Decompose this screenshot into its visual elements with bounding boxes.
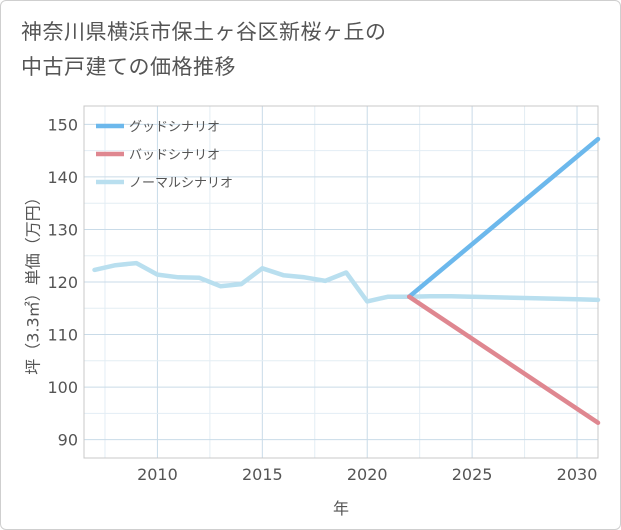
legend-label: バッドシナリオ xyxy=(129,148,220,163)
x-tick-label: 2020 xyxy=(347,465,388,484)
y-tick-label: 100 xyxy=(47,378,78,397)
bad-scenario-line xyxy=(406,294,601,426)
grid xyxy=(84,106,598,458)
x-axis-title: 年 xyxy=(333,499,349,518)
y-tick-label: 120 xyxy=(47,273,78,292)
x-tick-label: 2015 xyxy=(242,465,283,484)
y-axis-ticks: 90 100 110 120 130 140 150 xyxy=(47,115,78,449)
legend-item-bad: バッドシナリオ xyxy=(96,148,220,163)
legend-label: グッドシナリオ xyxy=(129,120,220,135)
x-tick-label: 2025 xyxy=(452,465,493,484)
y-tick-label: 140 xyxy=(47,168,78,187)
series-layer xyxy=(92,136,601,426)
chart-title: 神奈川県横浜市保土ヶ谷区新桜ヶ丘の 中古戸建ての価格推移 xyxy=(21,15,601,85)
legend-item-good: グッドシナリオ xyxy=(96,120,220,135)
plot-area xyxy=(83,105,599,459)
y-tick-label: 110 xyxy=(47,326,78,345)
y-tick-label: 90 xyxy=(58,431,78,450)
y-axis-title: 坪（3.3㎡）単価（万円） xyxy=(24,189,43,374)
y-tick-label: 150 xyxy=(47,115,78,134)
good-scenario-line xyxy=(406,136,601,299)
x-tick-label: 2010 xyxy=(137,465,178,484)
chart-title-line-2: 中古戸建ての価格推移 xyxy=(21,55,236,79)
y-tick-label: 130 xyxy=(47,220,78,239)
legend-label: ノーマルシナリオ xyxy=(129,176,233,191)
x-tick-label: 2030 xyxy=(557,465,598,484)
chart-title-line-1: 神奈川県横浜市保土ヶ谷区新桜ヶ丘の xyxy=(21,20,387,44)
legend-item-normal: ノーマルシナリオ xyxy=(96,176,233,191)
normal-scenario-line xyxy=(92,260,601,304)
x-axis-ticks: 2010 2015 2020 2025 2030 xyxy=(137,465,597,484)
